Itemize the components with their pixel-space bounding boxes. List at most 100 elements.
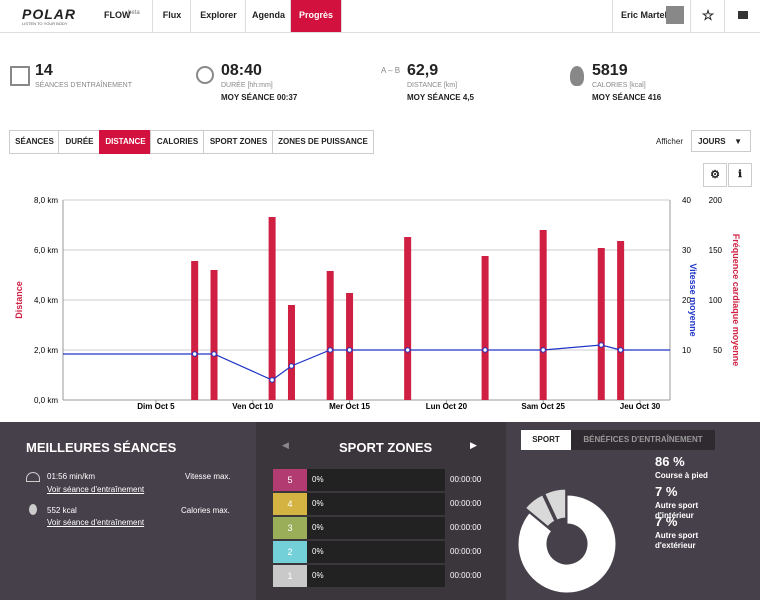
bar xyxy=(481,256,489,400)
display-select[interactable]: JOURS ▼ xyxy=(691,130,751,152)
zone-time: 00:00:00 xyxy=(450,475,482,484)
x-tick-label: Sam Oct 25 xyxy=(521,402,565,411)
line-point xyxy=(482,347,488,353)
y-tick-label: 6,0 km xyxy=(34,246,58,255)
stat-label: DURÉE [hh:mm] xyxy=(221,82,273,89)
bar xyxy=(287,305,295,400)
bar xyxy=(191,261,199,400)
tab[interactable]: CALORIES xyxy=(150,130,205,154)
stat-label: DISTANCE [km] xyxy=(407,82,458,89)
tab[interactable]: ZONES DE PUISSANCE xyxy=(272,130,374,154)
display-option: JOURS xyxy=(698,137,726,146)
menu-item[interactable]: Agenda xyxy=(245,0,291,32)
zone-share: 0% xyxy=(312,475,324,484)
zone-number: 3 xyxy=(273,517,307,539)
messages-icon[interactable] xyxy=(724,0,760,32)
tab[interactable]: SPORT ZONES xyxy=(203,130,274,154)
bar xyxy=(326,271,334,400)
sport-tab[interactable]: BÉNÉFICES D'ENTRAÎNEMENT xyxy=(571,430,715,450)
settings-button[interactable]: ⚙ xyxy=(703,163,727,187)
best-value: 552 kcal xyxy=(47,506,77,515)
menu-item[interactable]: Flux xyxy=(152,0,191,32)
best-value: 01:56 min/km xyxy=(47,472,96,481)
logo[interactable]: POLAR xyxy=(22,6,76,22)
menu-item-active[interactable]: Progrès xyxy=(290,0,342,32)
stat-average: MOY SÉANCE 00:37 xyxy=(221,93,298,102)
zone-number: 4 xyxy=(273,493,307,515)
zone-share: 0% xyxy=(312,571,324,580)
y2-tick-label: 40 xyxy=(682,196,691,205)
zone-row: 1 0% xyxy=(273,565,445,587)
bar xyxy=(346,293,354,400)
y2-tick-label: 30 xyxy=(682,246,691,255)
donut-category: Course à pied xyxy=(655,471,708,480)
stat-value: 5819 xyxy=(592,62,628,79)
prev-arrow[interactable]: ◀ xyxy=(282,440,289,450)
y-tick-label: 0,0 km xyxy=(34,396,58,405)
bar xyxy=(210,270,218,400)
zone-time: 00:00:00 xyxy=(450,523,482,532)
y3-tick-label: 200 xyxy=(709,196,723,205)
zone-time: 00:00:00 xyxy=(450,547,482,556)
best-link[interactable]: Voir séance d'entraînement xyxy=(47,518,145,527)
zone-number: 1 xyxy=(273,565,307,587)
y3-tick-label: 50 xyxy=(713,346,722,355)
line-point xyxy=(269,377,275,383)
x-tick-label: Ven Oct 10 xyxy=(232,402,273,411)
best-link[interactable]: Voir séance d'entraînement xyxy=(47,485,145,494)
zone-share: 0% xyxy=(312,499,324,508)
y3-axis-label: Fréquence cardiaque moyenne xyxy=(731,234,741,367)
tab[interactable]: DURÉE xyxy=(58,130,101,154)
best-title: MEILLEURES SÉANCES xyxy=(26,440,177,455)
stat-value: 08:40 xyxy=(221,62,262,79)
nav-bar: POLAR LISTEN TO YOUR BODY FLOW beta Flux… xyxy=(0,0,760,33)
stat-average: MOY SÉANCE 416 xyxy=(592,93,662,102)
zone-number: 5 xyxy=(273,469,307,491)
user-name[interactable]: Eric Martel xyxy=(612,0,690,32)
line-point xyxy=(617,347,624,353)
donut-slice xyxy=(517,494,617,594)
donut-slice xyxy=(544,488,567,521)
stat-label: SÉANCES D'ENTRAÎNEMENT xyxy=(35,82,133,89)
bar xyxy=(404,237,412,400)
sessions-icon xyxy=(10,66,30,86)
speed-icon xyxy=(26,472,40,482)
duration-icon xyxy=(196,66,214,84)
bar xyxy=(617,241,625,400)
donut-slice xyxy=(524,494,556,528)
line-point xyxy=(327,347,333,353)
favorites-icon[interactable]: ☆ xyxy=(690,0,725,32)
x-tick-label: Mer Oct 15 xyxy=(329,402,370,411)
tab[interactable]: SÉANCES xyxy=(9,130,60,154)
zone-time: 00:00:00 xyxy=(450,571,482,580)
zone-share: 0% xyxy=(312,547,324,556)
bottom-panel: MEILLEURES SÉANCES 01:56 min/km Vitesse … xyxy=(0,422,760,600)
next-arrow[interactable]: ▶ xyxy=(470,440,477,450)
stat-value: 62,9 xyxy=(407,62,439,79)
calories-icon xyxy=(570,66,584,86)
line-point xyxy=(404,347,411,353)
line-point xyxy=(211,351,217,357)
chart: 0,0 km 2,0 km 4,0 km 6,0 km 8,0 km 10 20 30 40 50… xyxy=(14,196,741,411)
bar xyxy=(268,217,276,400)
y3-tick-label: 100 xyxy=(709,296,723,305)
tagline: LISTEN TO YOUR BODY xyxy=(22,21,68,26)
sport-tab-active[interactable]: SPORT xyxy=(521,430,571,450)
donut-category: Autre sport d'intérieur xyxy=(655,501,698,520)
avatar[interactable] xyxy=(666,6,684,24)
zones-title: SPORT ZONES xyxy=(339,440,433,455)
donut-value-label: 7 % xyxy=(655,484,678,499)
zone-number: 2 xyxy=(273,541,307,563)
y-tick-label: 8,0 km xyxy=(34,196,58,205)
line-point xyxy=(540,347,546,353)
y2-tick-label: 10 xyxy=(682,346,691,355)
x-tick-label: Dim Oct 5 xyxy=(137,402,175,411)
info-button[interactable]: ℹ xyxy=(728,163,752,187)
tab-active[interactable]: DISTANCE xyxy=(99,130,152,154)
zone-row: 3 0% xyxy=(273,517,445,539)
menu-item[interactable]: Explorer xyxy=(190,0,246,32)
bar xyxy=(539,230,547,400)
x-tick-label: Jeu Oct 30 xyxy=(620,402,661,411)
y-tick-label: 4,0 km xyxy=(34,296,58,305)
